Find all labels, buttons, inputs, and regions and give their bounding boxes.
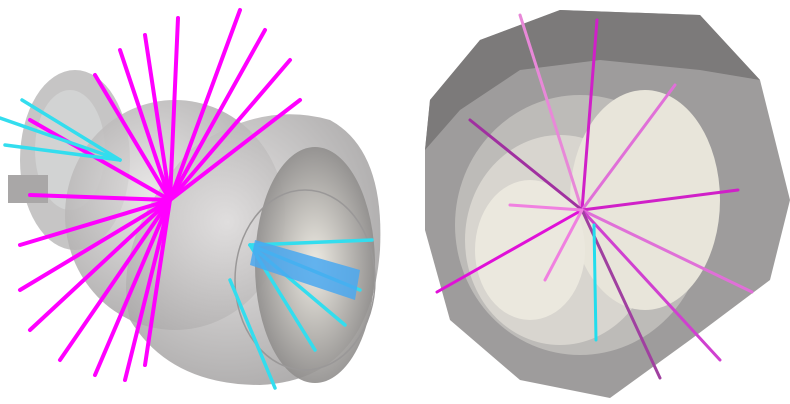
- left-object: [8, 70, 381, 386]
- ray: [0, 116, 122, 162]
- ray: [3, 143, 122, 162]
- ray: [228, 278, 277, 390]
- ray: [28, 198, 172, 332]
- ray: [20, 98, 122, 162]
- ray: [93, 73, 172, 202]
- inner-bore: [475, 180, 585, 320]
- right-object: [425, 10, 790, 398]
- ray: [168, 16, 180, 202]
- inner-face: [570, 90, 720, 310]
- ray: [248, 238, 374, 247]
- cyan-patch: [250, 240, 360, 300]
- bell-edge: [234, 189, 376, 371]
- ray: [58, 198, 172, 362]
- ray: [592, 223, 598, 342]
- ray: [468, 118, 584, 212]
- ray: [93, 198, 172, 377]
- ray: [580, 18, 599, 212]
- left-magenta-rays: [18, 8, 302, 382]
- ray: [28, 193, 172, 202]
- ray: [168, 28, 267, 202]
- ray: [123, 198, 172, 382]
- ray: [580, 188, 740, 212]
- ray: [168, 58, 292, 202]
- ray: [508, 203, 584, 212]
- ray: [580, 208, 722, 362]
- ray: [143, 33, 172, 202]
- ray: [543, 208, 584, 282]
- ray: [143, 198, 172, 367]
- ray: [580, 208, 754, 294]
- ray: [18, 198, 172, 292]
- ray: [168, 98, 302, 202]
- ray: [518, 13, 584, 212]
- box-top: [425, 10, 760, 150]
- ray: [118, 48, 172, 202]
- right-rays: [435, 13, 754, 380]
- ray: [580, 83, 677, 212]
- ray: [168, 8, 242, 202]
- ray: [28, 118, 172, 202]
- ray: [435, 208, 584, 294]
- ray: [18, 198, 172, 247]
- nozzle-tab: [8, 175, 48, 203]
